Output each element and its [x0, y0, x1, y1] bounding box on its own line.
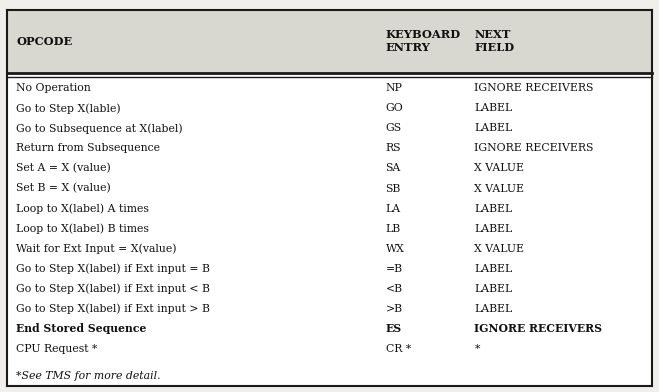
Text: SB: SB: [386, 183, 401, 194]
Text: Wait for Ext Input = X(value): Wait for Ext Input = X(value): [16, 243, 177, 254]
Text: CR *: CR *: [386, 344, 411, 354]
Text: Loop to X(label) A times: Loop to X(label) A times: [16, 203, 150, 214]
Text: IGNORE RECEIVERS: IGNORE RECEIVERS: [474, 83, 594, 93]
Text: Go to Subsequence at X(label): Go to Subsequence at X(label): [16, 123, 183, 134]
Text: CPU Request *: CPU Request *: [16, 344, 98, 354]
Text: LB: LB: [386, 223, 401, 234]
Text: >B: >B: [386, 304, 403, 314]
Text: Loop to X(label) B times: Loop to X(label) B times: [16, 223, 150, 234]
Text: IGNORE RECEIVERS: IGNORE RECEIVERS: [474, 143, 594, 154]
Text: Go to Step X(lable): Go to Step X(lable): [16, 103, 121, 114]
Text: =B: =B: [386, 263, 403, 274]
Text: Set A = X (value): Set A = X (value): [16, 163, 111, 174]
Text: GO: GO: [386, 103, 403, 113]
Text: Go to Step X(label) if Ext input > B: Go to Step X(label) if Ext input > B: [16, 303, 210, 314]
Text: Set B = X (value): Set B = X (value): [16, 183, 111, 194]
Text: LABEL: LABEL: [474, 223, 513, 234]
Text: KEYBOARD
ENTRY: KEYBOARD ENTRY: [386, 29, 461, 53]
Text: *See TMS for more detail.: *See TMS for more detail.: [16, 371, 161, 381]
Text: LABEL: LABEL: [474, 283, 513, 294]
Text: GS: GS: [386, 123, 401, 133]
Text: SA: SA: [386, 163, 401, 174]
Text: OPCODE: OPCODE: [16, 36, 72, 47]
Text: LABEL: LABEL: [474, 263, 513, 274]
Text: RS: RS: [386, 143, 401, 154]
Text: NEXT
FIELD: NEXT FIELD: [474, 29, 515, 53]
Bar: [7, 10, 652, 73]
Text: *: *: [474, 344, 480, 354]
Text: <B: <B: [386, 283, 403, 294]
Text: IGNORE RECEIVERS: IGNORE RECEIVERS: [474, 323, 602, 334]
Text: LABEL: LABEL: [474, 123, 513, 133]
Text: Return from Subsequence: Return from Subsequence: [16, 143, 161, 154]
Text: LABEL: LABEL: [474, 304, 513, 314]
Text: X VALUE: X VALUE: [474, 163, 525, 174]
Text: X VALUE: X VALUE: [474, 243, 525, 254]
Text: LA: LA: [386, 203, 401, 214]
Text: LABEL: LABEL: [474, 103, 513, 113]
Text: X VALUE: X VALUE: [474, 183, 525, 194]
Text: No Operation: No Operation: [16, 83, 91, 93]
Text: End Stored Sequence: End Stored Sequence: [16, 323, 147, 334]
Text: ES: ES: [386, 323, 401, 334]
Text: WX: WX: [386, 243, 405, 254]
Text: Go to Step X(label) if Ext input < B: Go to Step X(label) if Ext input < B: [16, 283, 210, 294]
Text: NP: NP: [386, 83, 403, 93]
Text: Go to Step X(label) if Ext input = B: Go to Step X(label) if Ext input = B: [16, 263, 210, 274]
Text: LABEL: LABEL: [474, 203, 513, 214]
